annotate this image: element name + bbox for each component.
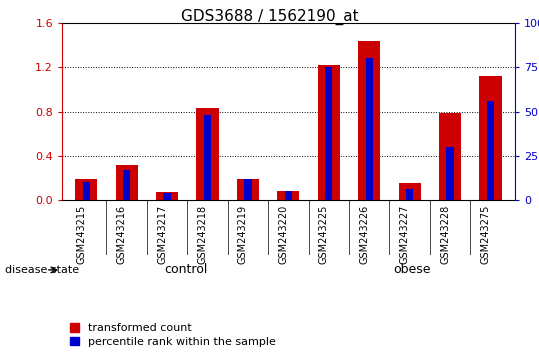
Bar: [82, 182, 90, 200]
Bar: [439, 113, 461, 200]
Text: GSM243226: GSM243226: [359, 204, 369, 264]
Bar: [365, 58, 373, 200]
Bar: [285, 191, 292, 200]
Bar: [237, 179, 259, 200]
Text: GSM243218: GSM243218: [197, 204, 208, 263]
Text: GSM243215: GSM243215: [76, 204, 86, 264]
Text: GSM243220: GSM243220: [278, 204, 288, 264]
Text: GDS3688 / 1562190_at: GDS3688 / 1562190_at: [181, 9, 358, 25]
Text: GSM243228: GSM243228: [440, 204, 450, 264]
Bar: [115, 165, 138, 200]
Bar: [358, 41, 381, 200]
Bar: [75, 179, 98, 200]
Bar: [398, 183, 421, 200]
Bar: [446, 147, 454, 200]
Bar: [163, 193, 171, 200]
Bar: [487, 101, 494, 200]
Text: GSM243216: GSM243216: [116, 204, 127, 263]
Bar: [123, 170, 130, 200]
Text: GSM243225: GSM243225: [319, 204, 329, 264]
Bar: [317, 65, 340, 200]
Text: control: control: [164, 263, 207, 276]
Bar: [204, 115, 211, 200]
Text: GSM243275: GSM243275: [480, 204, 490, 264]
Text: GSM243219: GSM243219: [238, 204, 248, 263]
Bar: [277, 191, 300, 200]
Text: GSM243227: GSM243227: [399, 204, 410, 264]
Bar: [479, 76, 502, 200]
Text: obese: obese: [393, 263, 431, 276]
Text: GSM243217: GSM243217: [157, 204, 167, 264]
Legend: transformed count, percentile rank within the sample: transformed count, percentile rank withi…: [70, 323, 276, 347]
Bar: [156, 192, 178, 200]
Bar: [406, 189, 413, 200]
Bar: [244, 179, 252, 200]
Text: disease state: disease state: [5, 265, 80, 275]
Bar: [325, 67, 333, 200]
Bar: [196, 108, 219, 200]
